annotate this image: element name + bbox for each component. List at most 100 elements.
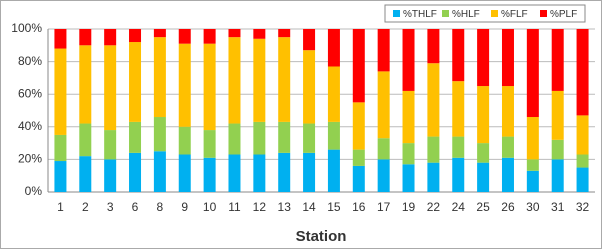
bar-segment [228, 37, 241, 124]
bar-segment [178, 154, 191, 192]
x-tick-label: 25 [476, 200, 490, 214]
bar-segment [526, 170, 539, 192]
bar-segment [129, 121, 142, 153]
x-tick-label: 3 [107, 200, 114, 214]
legend-swatch [393, 10, 400, 17]
bar-segment [501, 136, 514, 158]
bar-segment [551, 139, 564, 160]
x-tick-label: 15 [327, 200, 341, 214]
bar-segment [477, 162, 490, 192]
x-axis-label: Station [296, 228, 347, 245]
bar-segment [203, 157, 216, 192]
bar-segment [79, 45, 92, 124]
bar-segment [253, 121, 266, 155]
legend-label: %PLF [550, 9, 577, 20]
bar-segment [153, 117, 166, 152]
bar-segment [427, 63, 440, 137]
bar-segment [402, 164, 415, 192]
bar-segment [477, 86, 490, 144]
bar-segment [377, 29, 390, 72]
bar-segment [54, 134, 67, 162]
bar-segment [452, 136, 465, 158]
legend-box [384, 4, 586, 23]
bar-segment [477, 143, 490, 163]
bar-segment [327, 66, 340, 122]
bar-segment [377, 138, 390, 160]
bar-segment [551, 90, 564, 140]
bar-segment [477, 29, 490, 87]
bar-segment [278, 152, 291, 192]
bar-segment [178, 126, 191, 155]
bar-segment [501, 29, 514, 87]
x-tick-label: 31 [551, 200, 565, 214]
bar-segment [104, 45, 117, 131]
bar-segment [228, 154, 241, 192]
legend-label: %THLF [403, 9, 437, 20]
bar-segment [153, 37, 166, 118]
bar-segment [278, 29, 291, 38]
bar-segment [576, 154, 589, 168]
bar-segment [352, 149, 365, 166]
bar-segment [54, 48, 67, 135]
bar-segment [327, 121, 340, 150]
x-tick-label: 11 [228, 200, 241, 214]
bar-segment [104, 29, 117, 46]
bar-segment [203, 43, 216, 131]
bar-segment [278, 121, 291, 153]
legend-label: %HLF [452, 9, 480, 20]
x-tick-label: 24 [452, 200, 466, 214]
bar-segment [153, 29, 166, 38]
bar-segment [79, 156, 92, 192]
x-tick-label: 12 [253, 200, 267, 214]
x-tick-label: 19 [402, 200, 416, 214]
y-tick-label: 0% [25, 184, 43, 198]
bar-segment [303, 50, 316, 124]
bar-segment [501, 86, 514, 137]
bar-segment [303, 152, 316, 192]
bar-segment [79, 29, 92, 46]
bar-segment [104, 130, 117, 160]
bar-segment [203, 29, 216, 44]
x-tick-label: 10 [203, 200, 217, 214]
x-tick-label: 6 [132, 200, 139, 214]
bar-segment [402, 90, 415, 144]
bar-segment [278, 37, 291, 122]
x-tick-label: 8 [157, 200, 164, 214]
x-tick-label: 9 [181, 200, 188, 214]
bar-segment [452, 81, 465, 137]
x-tick-label: 2 [82, 200, 89, 214]
x-tick-label: 14 [302, 200, 316, 214]
legend-label: %FLF [501, 9, 528, 20]
bar-segment [178, 29, 191, 44]
bar-segment [129, 42, 142, 122]
bar-segment [551, 29, 564, 91]
bar-segment [54, 161, 67, 192]
legend-swatch [491, 10, 498, 17]
y-tick-label: 40% [18, 119, 42, 133]
bar-segment [402, 29, 415, 91]
bar-segment [253, 38, 266, 122]
x-tick-label: 17 [377, 200, 391, 214]
y-tick-label: 80% [18, 54, 42, 68]
bar-segment [452, 29, 465, 82]
bar-segment [178, 43, 191, 127]
bar-segment [79, 123, 92, 157]
y-tick-label: 60% [18, 86, 42, 100]
bar-segment [203, 130, 216, 158]
bar-segment [153, 151, 166, 192]
bar-segment [129, 152, 142, 192]
bar-segment [54, 29, 67, 49]
legend-swatch [540, 10, 547, 17]
bar-segment [352, 102, 365, 150]
bar-segment [452, 157, 465, 192]
bar-segment [427, 136, 440, 163]
bar-segment [352, 165, 365, 192]
bar-segment [576, 167, 589, 192]
x-tick-label: 1 [57, 200, 64, 214]
x-tick-label: 22 [427, 200, 441, 214]
x-tick-label: 26 [501, 200, 515, 214]
bar-segment [303, 123, 316, 153]
